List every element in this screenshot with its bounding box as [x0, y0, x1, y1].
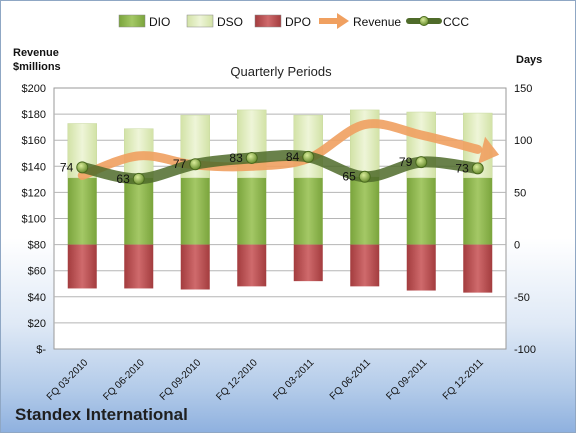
revenue-legend-arrowhead [337, 13, 349, 29]
dpo-bar [180, 244, 210, 290]
dpo-bar [237, 244, 267, 287]
dpo-bar [463, 244, 493, 293]
company-name: Standex International [15, 405, 188, 424]
dio-bar [237, 177, 267, 245]
category-label: FQ 09-2011 [384, 357, 429, 402]
ccc-data-label: 74 [60, 160, 74, 174]
revenue-legend-label: Revenue [353, 15, 401, 29]
dio-bar [293, 177, 323, 245]
ccc-data-label: 77 [173, 157, 187, 171]
ccc-point [471, 162, 484, 175]
dpo-bar [293, 244, 323, 282]
category-label: FQ 06-2010 [101, 357, 147, 403]
dio-bar [463, 177, 493, 245]
right-tick-label: 50 [514, 187, 526, 199]
right-tick-label: 100 [514, 135, 532, 147]
dio-bar [406, 177, 436, 245]
dpo-bar [350, 244, 380, 287]
revenue-arrowhead [478, 136, 500, 164]
dpo-bar [67, 244, 97, 289]
ccc-legend-point [419, 16, 429, 26]
ccc-data-label: 84 [286, 150, 300, 164]
left-tick-label: $160 [22, 135, 46, 147]
right-tick-label: -50 [514, 292, 530, 304]
dpo-bar [124, 244, 154, 289]
dio-legend-swatch [118, 14, 146, 28]
left-axis-label-line1: Revenue [13, 47, 59, 59]
ccc-point [132, 172, 145, 185]
category-label: FQ 12-2010 [214, 357, 260, 403]
ccc-point [245, 151, 258, 164]
ccc-legend-label: CCC [443, 15, 469, 29]
category-label: FQ 03-2011 [271, 357, 316, 402]
category-label: FQ 09-2010 [158, 357, 204, 403]
right-axis-label: Days [516, 54, 542, 66]
ccc-data-label: 63 [116, 172, 130, 186]
dio-bar [67, 177, 97, 245]
category-label: FQ 12-2011 [441, 357, 486, 402]
left-tick-label: $120 [22, 187, 46, 199]
right-tick-label: 0 [514, 240, 520, 252]
ccc-data-label: 79 [399, 155, 413, 169]
left-tick-label: $- [36, 344, 46, 356]
legend: DIO DSO DPO Revenue CCC [118, 13, 469, 29]
category-label: FQ 06-2011 [328, 357, 373, 402]
dso-legend-label: DSO [217, 15, 243, 29]
right-tick-label: -100 [514, 344, 536, 356]
dio-bar [350, 176, 380, 245]
ccc-data-label: 83 [229, 151, 243, 165]
dso-legend-swatch [186, 14, 214, 28]
ccc-data-label: 73 [455, 161, 469, 175]
dpo-legend-label: DPO [285, 15, 311, 29]
ccc-data-label: 65 [342, 170, 356, 184]
left-tick-label: $100 [22, 214, 46, 226]
ccc-point [76, 161, 89, 174]
dio-bar [180, 177, 210, 245]
left-tick-label: $20 [28, 318, 46, 330]
ccc-point [302, 150, 315, 163]
category-label: FQ 03-2010 [45, 357, 91, 403]
dio-bar [124, 177, 154, 245]
plot-area: $- $20 $40 $60 $80 $100 $120 $140 $160 $180 $200 -1… [22, 83, 537, 403]
dso-bar [293, 114, 323, 179]
left-tick-label: $140 [22, 161, 46, 173]
left-tick-label: $200 [22, 83, 46, 95]
left-tick-label: $80 [28, 240, 46, 252]
left-tick-label: $180 [22, 109, 46, 121]
left-axis-label-line2: $millions [13, 61, 61, 73]
dio-legend-label: DIO [149, 15, 170, 29]
revenue-line [77, 119, 483, 180]
right-tick-label: 150 [514, 83, 532, 95]
chart-title: Quarterly Periods [230, 64, 332, 79]
ccc-point [415, 156, 428, 169]
left-tick-label: $40 [28, 292, 46, 304]
ccc-point [189, 158, 202, 171]
dpo-bar [406, 244, 436, 291]
left-tick-label: $60 [28, 266, 46, 278]
dpo-legend-swatch [254, 14, 282, 28]
ccc-point [358, 170, 371, 183]
